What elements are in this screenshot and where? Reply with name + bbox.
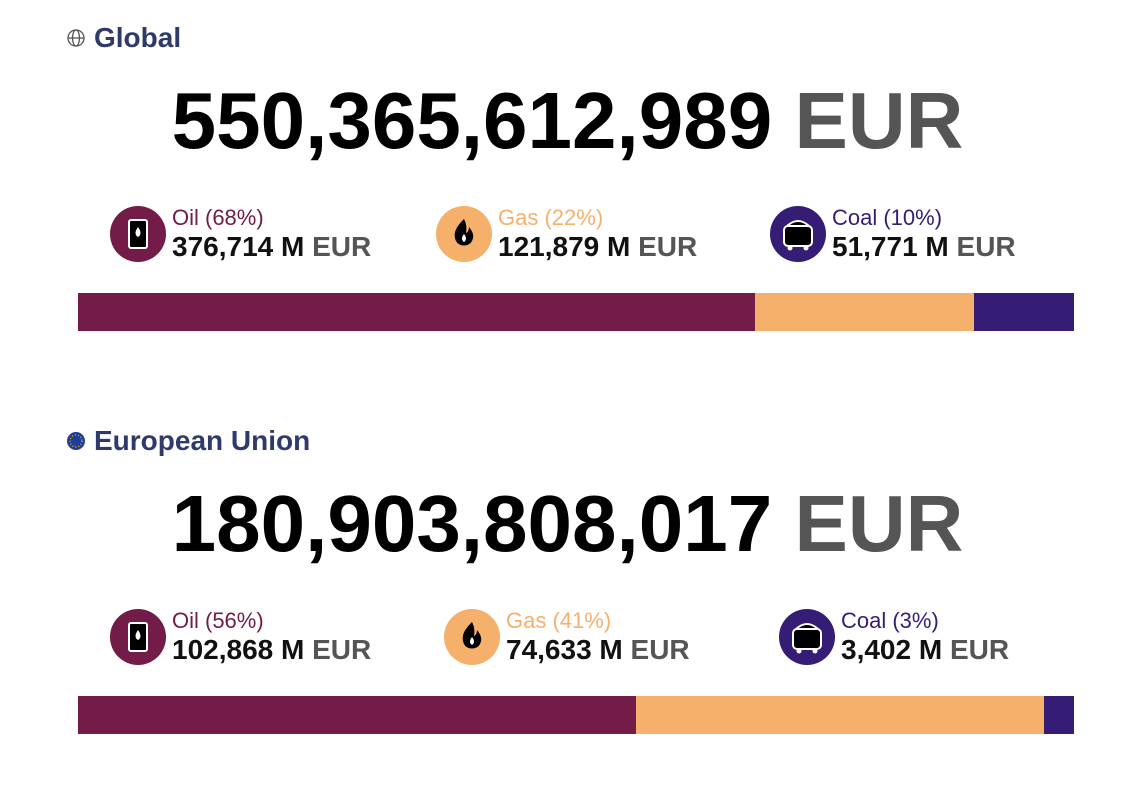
amount-currency: EUR: [949, 634, 1010, 665]
amount-currency: EUR: [630, 634, 690, 665]
total-amount: 180,903,808,017 EUR: [0, 478, 1135, 570]
total-currency: EUR: [794, 76, 964, 165]
bar-segment: [1044, 696, 1074, 734]
amount-value: 3,402 M: [841, 634, 943, 665]
fuel-text: Gas (41%) 74,633 M EUR: [506, 608, 690, 666]
bar-segment: [974, 293, 1074, 331]
fuel-item: Oil (68%) 376,714 M EUR: [110, 205, 371, 263]
fuel-amount: 102,868 M EUR: [172, 634, 371, 666]
region-title: Global: [66, 22, 181, 54]
region-icon: [67, 432, 85, 450]
amount-value: 376,714 M: [172, 231, 305, 262]
total-value: 550,365,612,989: [171, 76, 773, 165]
fuel-label: Coal (3%): [841, 608, 939, 633]
fuel-label: Coal (10%): [832, 205, 943, 230]
region-title: European Union: [66, 425, 310, 457]
fuel-text: Oil (68%) 376,714 M EUR: [172, 205, 371, 263]
oil-icon: [110, 609, 166, 665]
region-icon: [67, 29, 85, 47]
fuel-label: Gas (22%): [498, 205, 604, 230]
amount-currency: EUR: [638, 231, 698, 262]
fuel-label: Oil (56%): [172, 608, 264, 633]
region-name: Global: [94, 22, 182, 53]
fuel-label: Oil (68%): [172, 205, 264, 230]
bar-segment: [78, 696, 636, 734]
fuel-item: Gas (22%) 121,879 M EUR: [436, 205, 697, 263]
fuel-text: Coal (3%) 3,402 M EUR: [841, 608, 1009, 666]
fuel-item: Gas (41%) 74,633 M EUR: [444, 608, 690, 666]
gas-icon: [444, 609, 500, 665]
amount-value: 102,868 M: [172, 634, 305, 665]
oil-icon: [110, 206, 166, 262]
fuel-item: Oil (56%) 102,868 M EUR: [110, 608, 371, 666]
total-currency: EUR: [794, 479, 964, 568]
page: (() => { const data = JSON.parse(documen…: [0, 22, 1135, 734]
total-amount: 550,365,612,989 EUR: [0, 75, 1135, 167]
fuel-amount: 3,402 M EUR: [841, 634, 1009, 666]
bar-segment: [635, 696, 1045, 734]
fuel-text: Gas (22%) 121,879 M EUR: [498, 205, 697, 263]
share-bar: [78, 696, 1074, 734]
breakdown: Oil (68%) 376,714 M EUR Gas (22%) 121,879 M…: [110, 205, 1040, 269]
fuel-amount: 121,879 M EUR: [498, 231, 697, 263]
coal-icon: [770, 206, 826, 262]
gas-icon: [436, 206, 492, 262]
region-name: European Union: [94, 425, 311, 456]
coal-icon: [779, 609, 835, 665]
fuel-label: Gas (41%): [506, 608, 612, 633]
fuel-amount: 376,714 M EUR: [172, 231, 371, 263]
breakdown: Oil (56%) 102,868 M EUR Gas (41%) 74,633 M …: [110, 608, 1040, 672]
fuel-amount: 51,771 M EUR: [832, 231, 1016, 263]
amount-value: 74,633 M: [506, 634, 623, 665]
total-value: 180,903,808,017: [171, 479, 773, 568]
fuel-amount: 74,633 M EUR: [506, 634, 690, 666]
fuel-text: Coal (10%) 51,771 M EUR: [832, 205, 1016, 263]
share-bar: [78, 293, 1074, 331]
amount-currency: EUR: [312, 231, 372, 262]
fuel-item: Coal (10%) 51,771 M EUR: [770, 205, 1016, 263]
amount-value: 121,879 M: [498, 231, 631, 262]
region-section: Global 550,365,612,989 EUR Oil (68%) 376,71…: [0, 22, 1135, 331]
region-section: European Union 180,903,808,017 EUR Oil (56…: [0, 403, 1135, 806]
amount-currency: EUR: [956, 231, 1016, 262]
amount-value: 51,771 M: [832, 231, 949, 262]
bar-segment: [755, 293, 975, 331]
bar-segment: [78, 293, 756, 331]
fuel-item: Coal (3%) 3,402 M EUR: [779, 608, 1009, 666]
fuel-text: Oil (56%) 102,868 M EUR: [172, 608, 371, 666]
amount-currency: EUR: [312, 634, 372, 665]
